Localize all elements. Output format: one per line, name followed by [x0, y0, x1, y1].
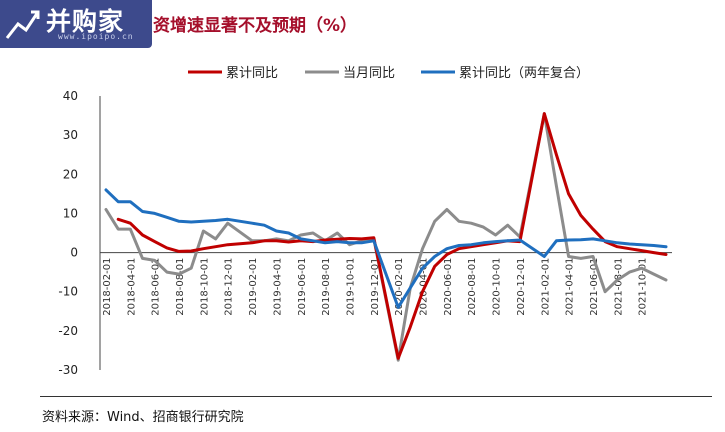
series-line [104, 188, 668, 309]
x-tick-label: 2018-02-01 [102, 258, 113, 316]
logo-text: 并购家 [46, 7, 125, 36]
logo: 并购家 www.ipoipo.cn [0, 0, 152, 48]
y-tick-label: -30 [58, 363, 78, 377]
footer-divider [40, 396, 712, 397]
y-tick-label: 10 [63, 206, 78, 220]
x-tick-label: 2019-06-01 [297, 258, 308, 316]
source-note: 资料来源：Wind、招商银行研究院 [42, 410, 244, 425]
logo-url: www.ipoipo.cn [58, 32, 134, 41]
x-tick-label: 2018-08-01 [175, 258, 186, 316]
x-tick-label: 2018-04-01 [126, 258, 137, 316]
y-tick-label: -10 [58, 285, 78, 299]
x-tick-label: 2021-10-01 [638, 258, 649, 316]
x-tick-label: 2020-06-01 [443, 258, 454, 316]
series-line [104, 112, 668, 362]
x-tick-label: 2020-02-01 [394, 258, 405, 316]
x-tick-label: 2018-10-01 [199, 258, 210, 316]
y-tick-label: -20 [58, 324, 78, 338]
x-tick-label: 2019-02-01 [248, 258, 259, 316]
x-tick-label: 2019-10-01 [345, 258, 356, 316]
series-line [116, 112, 668, 360]
chart-title: 资增速显著不及预期（%） [153, 16, 358, 36]
x-tick-label: 2020-12-01 [516, 258, 527, 316]
y-tick-label: 20 [63, 167, 78, 181]
x-tick-label: 2020-10-01 [492, 258, 503, 316]
legend-label: 当月同比 [343, 66, 395, 81]
x-tick-label: 2019-04-01 [272, 258, 283, 316]
y-tick-label: 0 [70, 246, 78, 260]
chart-area: 40 30 20 10 0 -10 -20 -30 2018-02-01 2018-04-01 20… [58, 66, 672, 377]
x-tick-label: 2018-12-01 [224, 258, 235, 316]
x-tick-label: 2019-08-01 [321, 258, 332, 316]
y-tick-label: 30 [63, 128, 78, 142]
x-tick-label: 2018-06-01 [151, 258, 162, 316]
x-tick-label: 2019-12-01 [370, 258, 381, 316]
x-tick-label: 2021-08-01 [613, 258, 624, 316]
legend-label: 累计同比 [226, 66, 278, 81]
x-tick-label: 2021-02-01 [540, 258, 551, 316]
logo-chart-icon [5, 10, 40, 39]
legend-label: 累计同比（两年复合） [459, 66, 589, 81]
y-tick-label: 40 [63, 89, 78, 103]
x-tick-label: 2021-04-01 [565, 258, 576, 316]
x-tick-label: 2021-06-01 [589, 258, 600, 316]
x-tick-label: 2020-08-01 [467, 258, 478, 316]
